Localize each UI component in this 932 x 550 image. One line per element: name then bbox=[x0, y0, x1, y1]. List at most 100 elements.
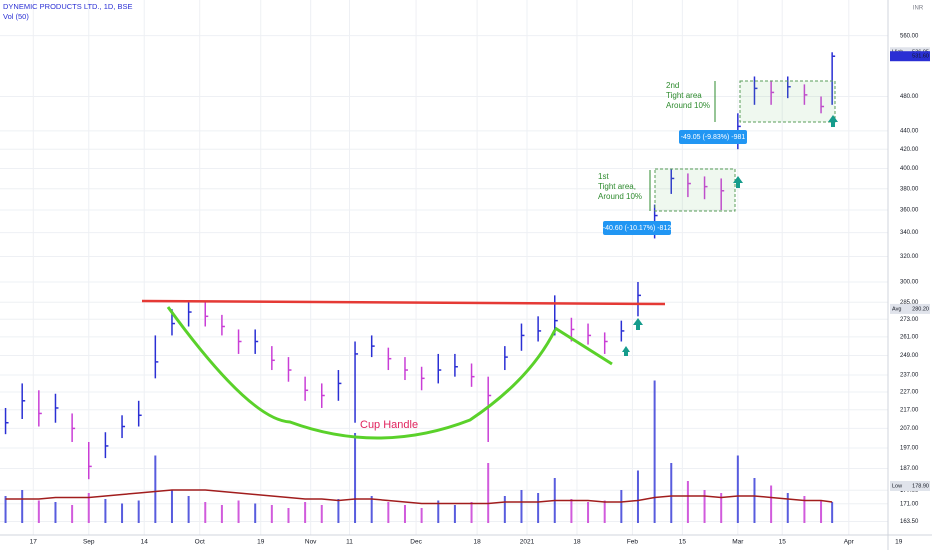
volume-bar bbox=[736, 455, 739, 523]
y-tick-label: 420.00 bbox=[900, 147, 919, 153]
volume-bar bbox=[503, 496, 506, 523]
y-tick-label: 171.00 bbox=[900, 501, 919, 507]
volume-bar bbox=[470, 502, 473, 523]
y-tick-label: 227.00 bbox=[900, 390, 919, 396]
volume-bar bbox=[487, 463, 490, 523]
cup-label: Cup Handle bbox=[360, 419, 418, 431]
volume bbox=[4, 380, 834, 523]
volume-bar bbox=[270, 505, 273, 523]
volume-bar bbox=[636, 470, 639, 523]
currency: INR bbox=[913, 6, 924, 12]
volume-bar bbox=[570, 499, 573, 523]
y-tick-label: 249.00 bbox=[900, 353, 919, 359]
measure-label: -40.60 (-10.17%) -812 bbox=[603, 225, 672, 232]
volume-bar bbox=[753, 478, 756, 523]
volume-bar bbox=[187, 496, 190, 523]
volume-bar bbox=[437, 500, 440, 523]
y-tick-label: 380.00 bbox=[900, 186, 919, 192]
volume-bar bbox=[104, 499, 107, 523]
volume-bar bbox=[304, 502, 307, 523]
volume-bar bbox=[520, 490, 523, 523]
y-tick-label: 300.00 bbox=[900, 280, 919, 286]
x-tick-label: Dec bbox=[410, 539, 422, 546]
arrows bbox=[622, 115, 838, 356]
volume-bar bbox=[170, 490, 173, 523]
price-marker-name: Low bbox=[892, 483, 902, 489]
y-tick-label: 400.00 bbox=[900, 166, 919, 172]
volume-bar bbox=[653, 380, 656, 523]
y-tick-label: 217.00 bbox=[900, 407, 919, 413]
annotation: Around 10% bbox=[598, 192, 642, 201]
tight-area-1 bbox=[654, 168, 736, 212]
volume-bar bbox=[54, 502, 57, 523]
price-marker bbox=[890, 303, 930, 314]
volume-bar bbox=[720, 493, 723, 523]
x-tick-label: 18 bbox=[573, 539, 581, 546]
y-tick-label: 261.00 bbox=[900, 335, 919, 341]
volume-bar bbox=[453, 505, 456, 523]
volume-bar bbox=[587, 502, 590, 523]
y-tick-label: 560.00 bbox=[900, 33, 919, 39]
measure-label: -49.05 (-9.83%) -981 bbox=[681, 134, 746, 141]
annotation: Around 10% bbox=[666, 101, 710, 110]
volume-bar bbox=[87, 493, 90, 523]
measure-box bbox=[603, 221, 671, 235]
volume-bar bbox=[154, 455, 157, 523]
x-tick-label: 15 bbox=[679, 539, 687, 546]
chart-title: DYNEMIC PRODUCTS LTD., 1D, BSE bbox=[3, 2, 132, 11]
price-marker bbox=[890, 480, 930, 491]
volume-bar bbox=[670, 463, 673, 523]
volume-bar bbox=[620, 490, 623, 523]
annotation: Tight area bbox=[666, 91, 702, 100]
volume-bar bbox=[204, 502, 207, 523]
volume-bar bbox=[387, 502, 390, 523]
price-marker-value: 280.20 bbox=[912, 306, 929, 312]
axes: 560.00 480.00 440.00 420.00 400.00 380.00 360.… bbox=[30, 33, 930, 546]
x-tick-label: 19 bbox=[257, 539, 265, 546]
y-tick-label: 187.00 bbox=[900, 466, 919, 472]
price-marker-name: Avg bbox=[892, 306, 901, 312]
y-tick-label: 163.50 bbox=[900, 519, 919, 525]
price-marker bbox=[890, 51, 930, 62]
volume-bar bbox=[786, 493, 789, 523]
measure-box bbox=[679, 130, 747, 144]
arrow bbox=[622, 346, 630, 356]
x-tick-label: Sep bbox=[83, 539, 95, 546]
resistance-line bbox=[141, 299, 666, 306]
y-tick-label: 237.00 bbox=[900, 373, 919, 379]
volume-bar bbox=[370, 496, 373, 523]
arrow bbox=[733, 176, 743, 188]
volume-bar bbox=[4, 496, 7, 523]
volume-bar bbox=[21, 490, 24, 523]
volume-bar bbox=[686, 481, 689, 523]
x-tick-label: Oct bbox=[195, 539, 205, 546]
volume-bar bbox=[320, 505, 323, 523]
y-tick-label: 320.00 bbox=[900, 254, 919, 260]
y-tick-label: 340.00 bbox=[900, 230, 919, 236]
x-tick-label: 15 bbox=[779, 539, 787, 546]
x-tick-label: 2021 bbox=[520, 539, 535, 546]
volume-label: Vol (50) bbox=[3, 12, 29, 21]
volume-bar bbox=[603, 500, 606, 523]
y-tick-label: 273.00 bbox=[900, 317, 919, 323]
tight-area-2 bbox=[739, 80, 836, 123]
x-tick-label: Apr bbox=[844, 539, 855, 546]
x-tick-label: 18 bbox=[473, 539, 481, 546]
annotation: 1st bbox=[598, 172, 609, 181]
volume-bar bbox=[220, 505, 223, 523]
arrow bbox=[633, 318, 643, 330]
x-tick-label: Feb bbox=[627, 539, 639, 546]
volume-bar bbox=[770, 485, 773, 523]
handle-line bbox=[554, 326, 613, 366]
price-marker-value: 531.60 bbox=[912, 54, 929, 60]
volume-bar bbox=[121, 503, 124, 523]
volume-bar bbox=[137, 500, 140, 523]
volume-bar bbox=[537, 493, 540, 523]
y-tick-label: 480.00 bbox=[900, 94, 919, 100]
volume-bar bbox=[403, 505, 406, 523]
price-marker-value: 178.90 bbox=[912, 483, 929, 489]
volume-bar bbox=[337, 499, 340, 523]
arrow bbox=[828, 115, 838, 127]
x-tick-label: 11 bbox=[346, 539, 353, 546]
